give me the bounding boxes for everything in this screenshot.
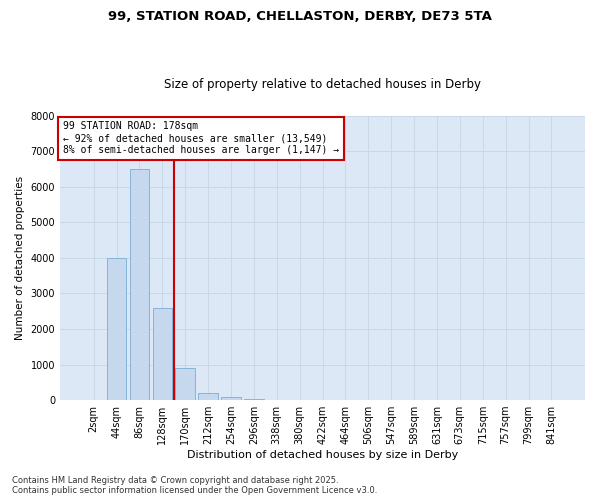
Y-axis label: Number of detached properties: Number of detached properties <box>15 176 25 340</box>
Bar <box>244 399 263 400</box>
X-axis label: Distribution of detached houses by size in Derby: Distribution of detached houses by size … <box>187 450 458 460</box>
Bar <box>199 393 218 400</box>
Bar <box>130 169 149 400</box>
Bar <box>175 368 195 400</box>
Bar <box>221 397 241 400</box>
Bar <box>107 258 126 400</box>
Text: 99, STATION ROAD, CHELLASTON, DERBY, DE73 5TA: 99, STATION ROAD, CHELLASTON, DERBY, DE7… <box>108 10 492 23</box>
Text: 99 STATION ROAD: 178sqm
← 92% of detached houses are smaller (13,549)
8% of semi: 99 STATION ROAD: 178sqm ← 92% of detache… <box>62 122 339 154</box>
Title: Size of property relative to detached houses in Derby: Size of property relative to detached ho… <box>164 78 481 91</box>
Text: Contains HM Land Registry data © Crown copyright and database right 2025.
Contai: Contains HM Land Registry data © Crown c… <box>12 476 377 495</box>
Bar <box>152 308 172 400</box>
